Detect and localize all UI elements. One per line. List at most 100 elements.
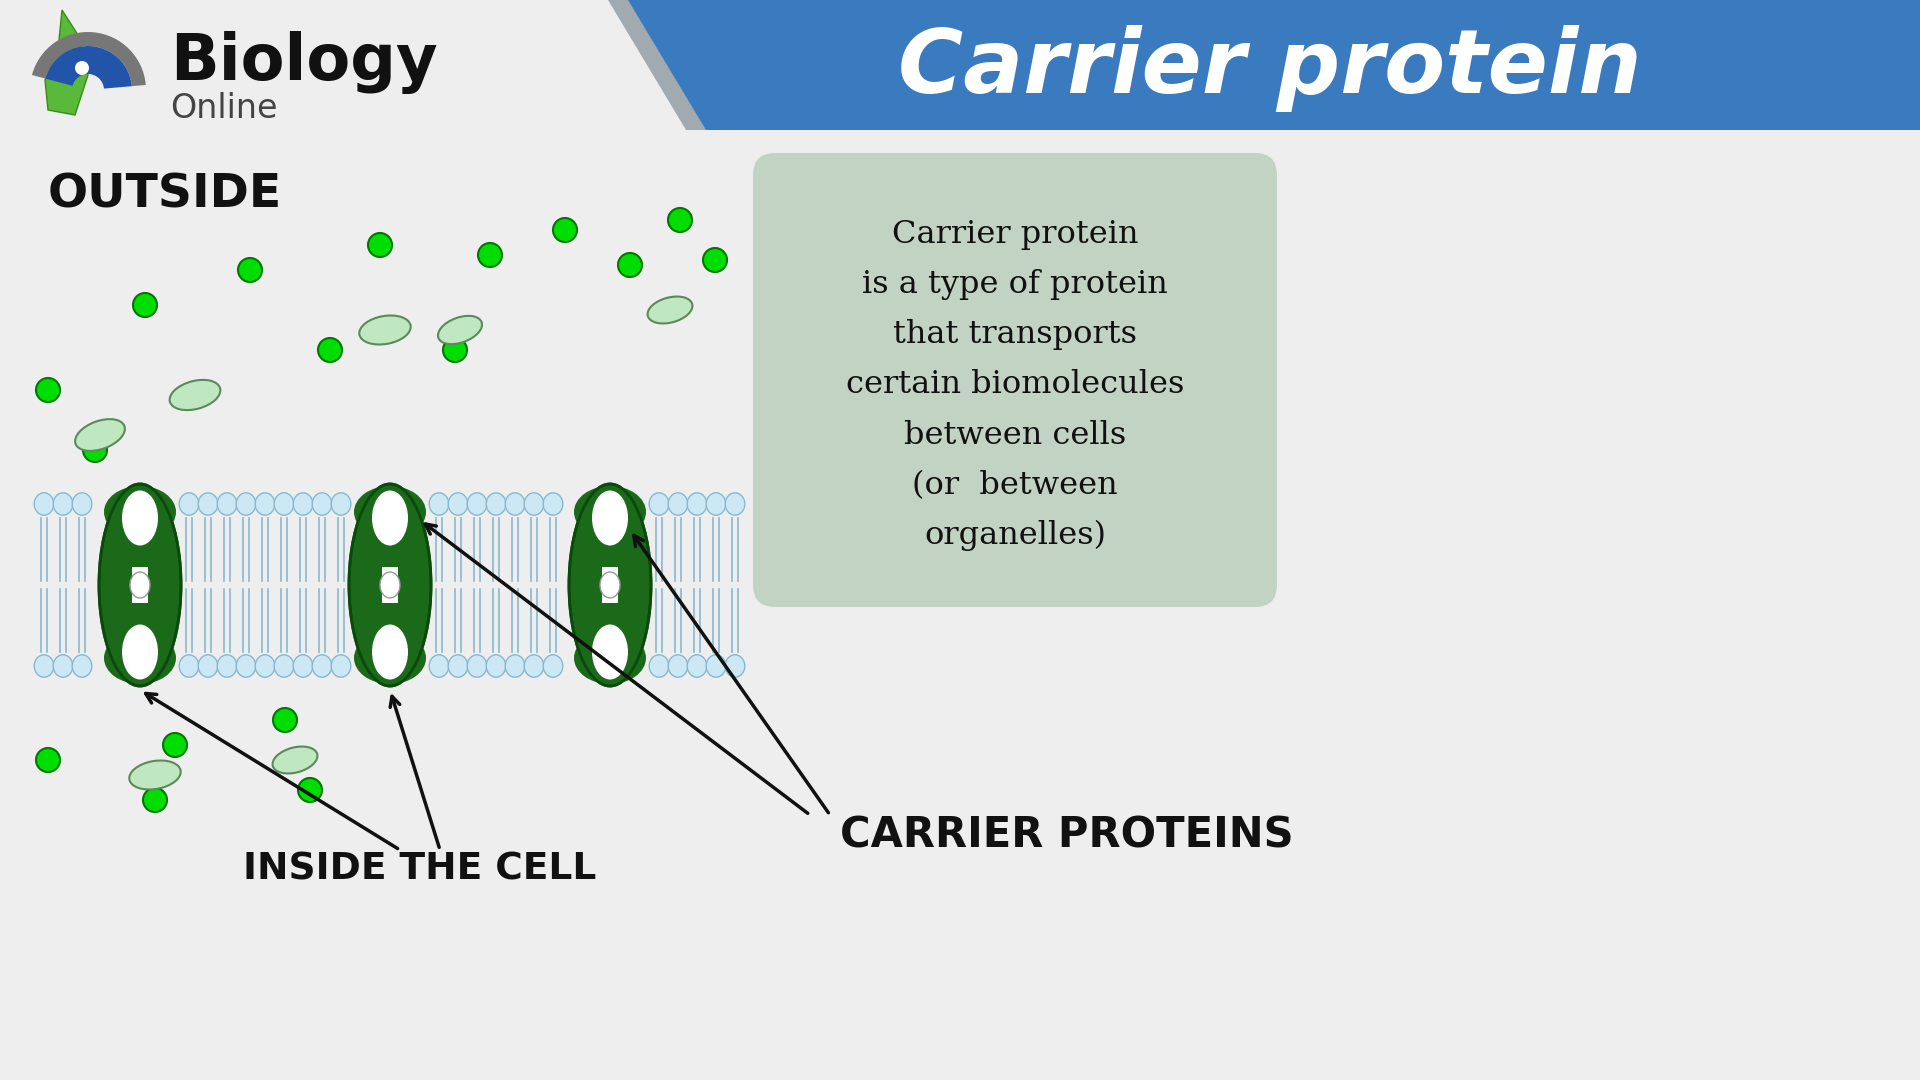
Ellipse shape (275, 492, 294, 515)
Ellipse shape (35, 654, 54, 677)
Bar (132, 567, 148, 603)
Ellipse shape (54, 654, 73, 677)
Ellipse shape (478, 243, 501, 267)
Ellipse shape (163, 733, 186, 757)
Ellipse shape (294, 492, 313, 515)
Ellipse shape (467, 654, 488, 677)
Ellipse shape (543, 492, 563, 515)
Ellipse shape (668, 654, 687, 677)
Ellipse shape (275, 654, 294, 677)
Ellipse shape (236, 492, 255, 515)
Ellipse shape (574, 486, 645, 538)
Ellipse shape (599, 572, 620, 598)
Ellipse shape (591, 490, 628, 545)
Ellipse shape (430, 492, 449, 515)
Ellipse shape (524, 492, 543, 515)
Ellipse shape (707, 654, 726, 677)
Ellipse shape (313, 492, 332, 515)
Ellipse shape (486, 654, 505, 677)
Ellipse shape (647, 297, 693, 324)
Ellipse shape (104, 486, 177, 538)
Ellipse shape (319, 338, 342, 362)
Ellipse shape (568, 484, 651, 686)
Ellipse shape (54, 492, 73, 515)
Ellipse shape (444, 338, 467, 362)
Ellipse shape (369, 233, 392, 257)
Ellipse shape (36, 748, 60, 772)
Text: INSIDE THE CELL: INSIDE THE CELL (244, 852, 597, 888)
Wedge shape (46, 46, 132, 89)
Ellipse shape (36, 378, 60, 402)
Ellipse shape (73, 492, 92, 515)
Ellipse shape (73, 654, 92, 677)
Ellipse shape (236, 654, 255, 677)
Ellipse shape (273, 746, 317, 773)
Ellipse shape (372, 624, 407, 679)
Text: CARRIER PROTEINS: CARRIER PROTEINS (841, 814, 1294, 856)
Ellipse shape (255, 654, 275, 677)
Ellipse shape (372, 490, 407, 545)
Ellipse shape (505, 492, 524, 515)
Ellipse shape (618, 253, 641, 276)
Ellipse shape (486, 492, 505, 515)
Ellipse shape (668, 208, 691, 232)
Ellipse shape (330, 654, 351, 677)
Ellipse shape (75, 419, 125, 450)
Ellipse shape (438, 315, 482, 345)
Ellipse shape (142, 788, 167, 812)
Ellipse shape (129, 760, 180, 789)
Text: Carrier protein: Carrier protein (899, 25, 1642, 111)
Ellipse shape (703, 248, 728, 272)
Ellipse shape (123, 490, 157, 545)
Bar (603, 567, 618, 603)
Ellipse shape (524, 654, 543, 677)
Ellipse shape (123, 624, 157, 679)
Polygon shape (620, 0, 1920, 130)
Ellipse shape (131, 572, 150, 598)
Ellipse shape (447, 492, 468, 515)
Polygon shape (609, 0, 707, 130)
Text: OUTSIDE: OUTSIDE (48, 173, 282, 217)
Ellipse shape (169, 380, 221, 410)
Ellipse shape (687, 654, 707, 677)
Ellipse shape (543, 654, 563, 677)
Ellipse shape (198, 492, 217, 515)
Text: Carrier protein
is a type of protein
that transports
certain biomolecules
betwee: Carrier protein is a type of protein tha… (847, 219, 1185, 551)
Ellipse shape (35, 492, 54, 515)
Ellipse shape (649, 492, 668, 515)
Ellipse shape (687, 492, 707, 515)
Ellipse shape (591, 624, 628, 679)
Ellipse shape (353, 632, 426, 684)
Ellipse shape (330, 492, 351, 515)
Ellipse shape (217, 492, 236, 515)
Ellipse shape (707, 492, 726, 515)
FancyBboxPatch shape (753, 153, 1277, 607)
Text: Biology: Biology (171, 30, 438, 94)
Polygon shape (44, 10, 88, 114)
Ellipse shape (353, 486, 426, 538)
Text: Online: Online (171, 92, 278, 124)
Ellipse shape (447, 654, 468, 677)
Ellipse shape (430, 654, 449, 677)
Ellipse shape (179, 654, 200, 677)
Ellipse shape (217, 654, 236, 677)
Ellipse shape (349, 484, 430, 686)
Ellipse shape (100, 484, 180, 686)
Ellipse shape (104, 632, 177, 684)
Ellipse shape (505, 654, 524, 677)
Ellipse shape (294, 654, 313, 677)
Wedge shape (33, 32, 146, 86)
Ellipse shape (359, 315, 411, 345)
Ellipse shape (726, 654, 745, 677)
Ellipse shape (132, 293, 157, 318)
Ellipse shape (179, 492, 200, 515)
Ellipse shape (255, 492, 275, 515)
Ellipse shape (726, 492, 745, 515)
Ellipse shape (553, 218, 578, 242)
Ellipse shape (298, 778, 323, 802)
Ellipse shape (273, 708, 298, 732)
Ellipse shape (238, 258, 261, 282)
Ellipse shape (83, 438, 108, 462)
Ellipse shape (467, 492, 488, 515)
Ellipse shape (198, 654, 217, 677)
